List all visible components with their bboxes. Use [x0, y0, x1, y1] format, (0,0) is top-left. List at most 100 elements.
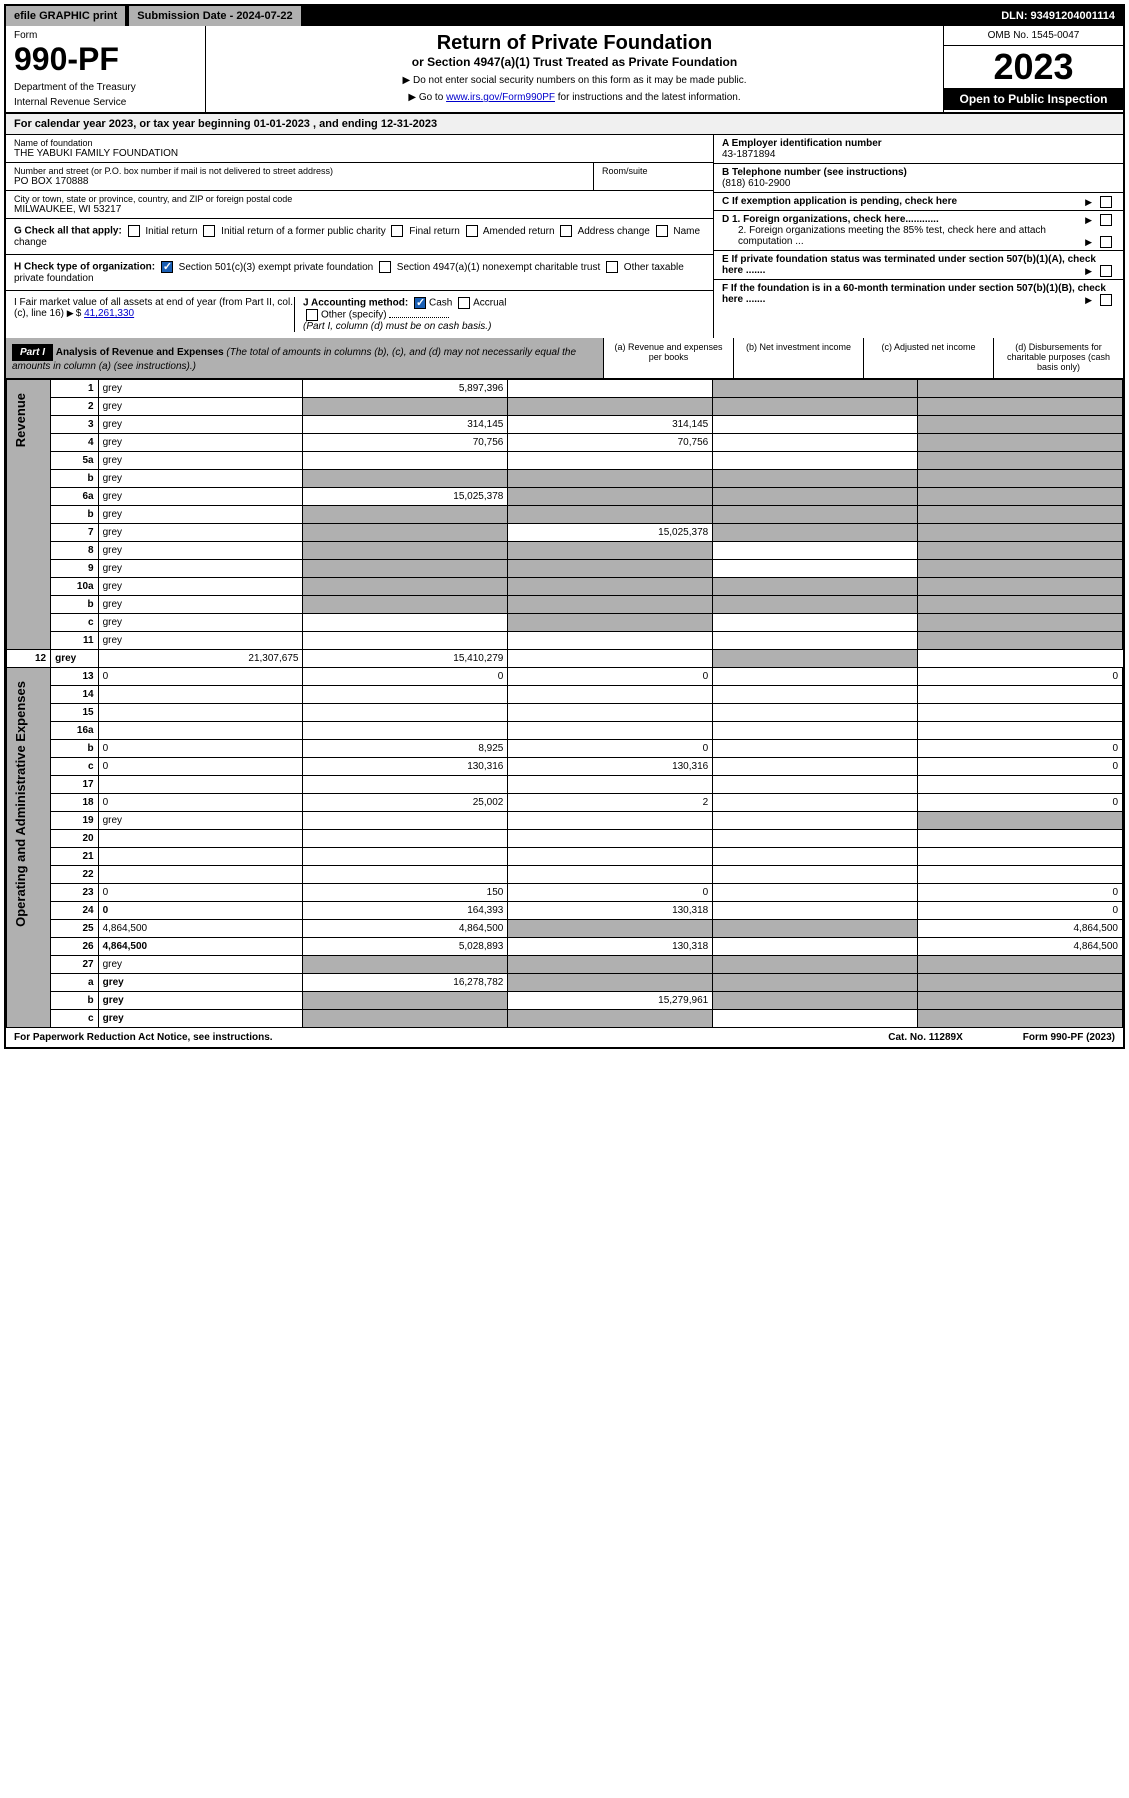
value-cell [508, 830, 713, 848]
value-cell: 150 [303, 884, 508, 902]
line-number: 22 [51, 866, 98, 884]
value-cell: 15,410,279 [303, 650, 508, 668]
note-post: for instructions and the latest informat… [555, 92, 741, 103]
table-row: 12grey21,307,67515,410,279 [7, 650, 1123, 668]
phone-value: (818) 610-2900 [722, 178, 1115, 189]
g-checkbox[interactable] [560, 225, 572, 237]
calyear-end: 12-31-2023 [381, 118, 437, 130]
value-cell [918, 866, 1123, 884]
value-cell [508, 488, 713, 506]
value-cell: 8,925 [303, 740, 508, 758]
e-label: E If private foundation status was termi… [722, 254, 1096, 276]
value-cell [713, 632, 918, 650]
line-number: 4 [51, 434, 98, 452]
col-c-head: (c) Adjusted net income [863, 338, 993, 378]
table-row: 9grey [7, 560, 1123, 578]
value-cell: 0 [508, 668, 713, 686]
e-checkbox[interactable] [1100, 265, 1112, 277]
h-checkbox[interactable] [379, 261, 391, 273]
value-cell [918, 506, 1123, 524]
table-row: 8grey [7, 542, 1123, 560]
value-cell [508, 866, 713, 884]
accrual-checkbox[interactable] [458, 297, 470, 309]
value-cell [918, 974, 1123, 992]
f-checkbox[interactable] [1100, 294, 1112, 306]
c-checkbox[interactable] [1100, 196, 1112, 208]
value-cell [713, 704, 918, 722]
value-cell: 15,025,378 [508, 524, 713, 542]
d1-checkbox[interactable] [1100, 214, 1112, 226]
value-cell [508, 632, 713, 650]
arrow-icon [1085, 237, 1094, 248]
value-cell: 15,279,961 [508, 992, 713, 1010]
h-checkbox[interactable] [161, 261, 173, 273]
foundation-name: THE YABUKI FAMILY FOUNDATION [14, 148, 705, 159]
g-checkbox[interactable] [128, 225, 140, 237]
line-number: 9 [51, 560, 98, 578]
part1-title: Analysis of Revenue and Expenses [56, 347, 224, 358]
table-row: 2grey [7, 398, 1123, 416]
phone-cell: B Telephone number (see instructions) (8… [714, 164, 1123, 193]
value-cell: 130,318 [508, 938, 713, 956]
cash-checkbox[interactable] [414, 297, 426, 309]
city-value: MILWAUKEE, WI 53217 [14, 204, 705, 215]
table-row: 23015000 [7, 884, 1123, 902]
identity-left: Name of foundation THE YABUKI FAMILY FOU… [6, 135, 713, 338]
name-cell: Name of foundation THE YABUKI FAMILY FOU… [6, 135, 713, 163]
value-cell [713, 776, 918, 794]
other-checkbox[interactable] [306, 309, 318, 321]
table-row: bgrey [7, 506, 1123, 524]
irs-link[interactable]: www.irs.gov/Form990PF [446, 92, 555, 103]
value-cell [713, 992, 918, 1010]
value-cell [508, 650, 713, 668]
section-j: J Accounting method: Cash Accrual Other … [294, 297, 705, 332]
line-number: 3 [51, 416, 98, 434]
g-checkbox[interactable] [466, 225, 478, 237]
d2-label: 2. Foreign organizations meeting the 85%… [738, 225, 1046, 247]
section-g: G Check all that apply: Initial return I… [6, 219, 713, 255]
calyear-pre: For calendar year 2023, or tax year begi… [14, 118, 254, 130]
value-cell: 130,318 [508, 902, 713, 920]
value-cell [303, 722, 508, 740]
h-label: H Check type of organization: [14, 262, 155, 273]
line-desc: grey [98, 992, 303, 1010]
value-cell [508, 470, 713, 488]
h-checkbox[interactable] [606, 261, 618, 273]
g-checkbox[interactable] [391, 225, 403, 237]
line-desc: grey [98, 524, 303, 542]
g-checkbox[interactable] [203, 225, 215, 237]
value-cell [508, 1010, 713, 1028]
j-accrual: Accrual [473, 298, 506, 309]
value-cell [918, 524, 1123, 542]
value-cell: 0 [303, 668, 508, 686]
value-cell [713, 614, 918, 632]
arrow-icon [1085, 215, 1094, 226]
c-label: C If exemption application is pending, c… [722, 196, 957, 207]
value-cell: 21,307,675 [98, 650, 303, 668]
g-checkbox[interactable] [656, 225, 668, 237]
table-row: 6agrey15,025,378 [7, 488, 1123, 506]
line-desc: grey [98, 380, 303, 398]
j-note: (Part I, column (d) must be on cash basi… [303, 321, 705, 332]
c-cell: C If exemption application is pending, c… [714, 193, 1123, 211]
f-label: F If the foundation is in a 60-month ter… [722, 283, 1106, 305]
line-number: 6a [51, 488, 98, 506]
value-cell [918, 398, 1123, 416]
city-label: City or town, state or province, country… [14, 194, 705, 204]
value-cell [508, 452, 713, 470]
form-subtitle: or Section 4947(a)(1) Trust Treated as P… [212, 55, 937, 69]
note-pre: ▶ Go to [408, 92, 446, 103]
form-page: efile GRAPHIC print Submission Date - 20… [4, 4, 1125, 1049]
line-number: 17 [51, 776, 98, 794]
header-left: Form 990-PF Department of the Treasury I… [6, 26, 206, 112]
line-number: b [51, 596, 98, 614]
table-row: 240164,393130,3180 [7, 902, 1123, 920]
d2-checkbox[interactable] [1100, 236, 1112, 248]
value-cell [303, 542, 508, 560]
fmv-value[interactable]: 41,261,330 [84, 308, 134, 319]
value-cell [713, 560, 918, 578]
submission-date: Submission Date - 2024-07-22 [129, 6, 300, 26]
line-number: 16a [51, 722, 98, 740]
room-cell: Room/suite [593, 163, 713, 191]
value-cell [713, 488, 918, 506]
